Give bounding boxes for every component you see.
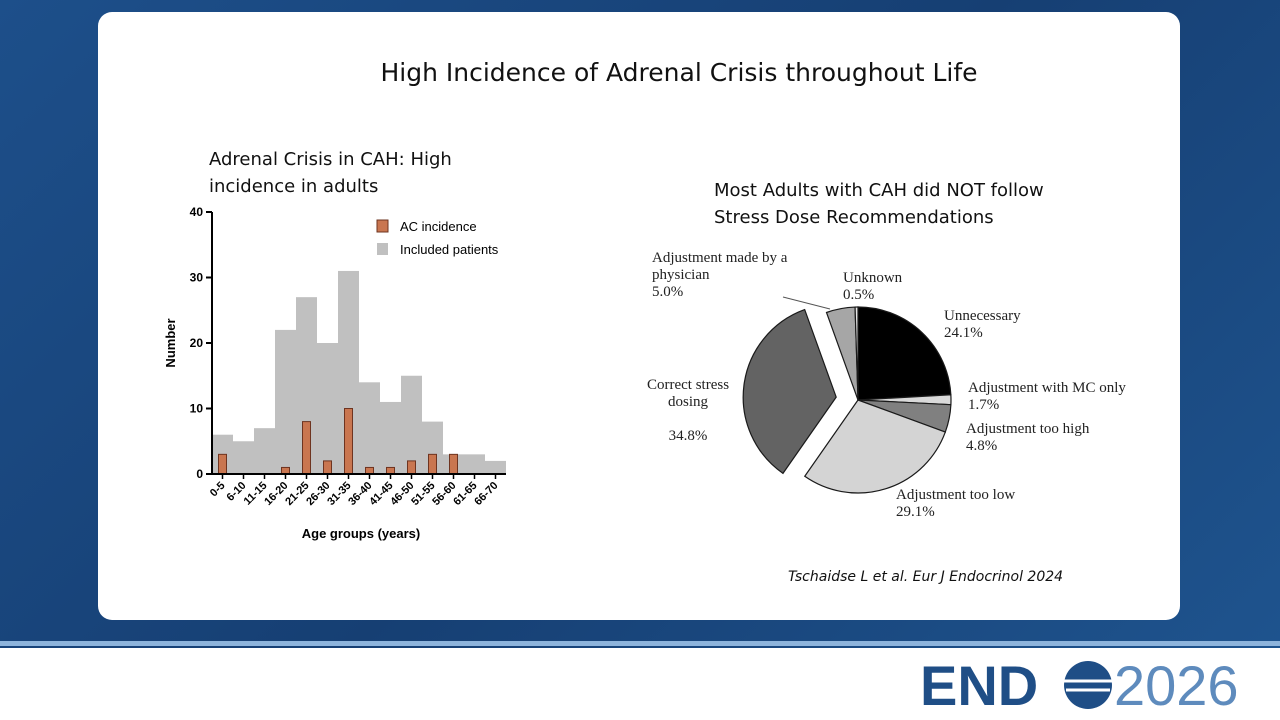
pie-value-label: 4.8% [966, 438, 998, 454]
bar-background [296, 297, 317, 474]
bar-background [338, 270, 359, 474]
bar [323, 460, 332, 475]
pie-label-group: Adjustment made by a physician 5.0% [652, 250, 792, 301]
logo-right: 2026 [1114, 654, 1239, 717]
footer-rule [0, 641, 1280, 646]
bar-background [401, 375, 422, 474]
pie-label: Correct stress dosing [646, 377, 730, 410]
chart-title: Adrenal Crisis in CAH: High incidence in… [209, 149, 452, 197]
pie-label: Unknown [843, 270, 903, 286]
legend-label: AC incidence [400, 219, 477, 234]
pie-slice [854, 306, 859, 401]
bar-background [380, 401, 401, 474]
bar-background [359, 382, 380, 474]
pie-label: Adjustment made by a physician [652, 250, 788, 283]
pie-slice [803, 399, 947, 494]
pie-slice [742, 308, 837, 475]
y-axis-label: Number [163, 318, 178, 367]
y-tick-label: 0 [196, 467, 203, 481]
pie-value-label: 29.1% [896, 504, 935, 520]
bar-background [422, 421, 443, 474]
bar [428, 453, 437, 475]
bar [407, 460, 416, 475]
pie-label-group: Unknown 0.5% [843, 270, 923, 304]
bar [344, 408, 353, 475]
bar-background [233, 441, 254, 474]
pie-label-group: Adjustment with MC only 1.7% [968, 380, 1148, 414]
pie-label-group: Adjustment too high 4.8% [966, 421, 1146, 455]
bar [302, 421, 311, 475]
pie-label: Adjustment too low [896, 487, 1016, 503]
bar-background [464, 454, 485, 474]
pie-value-label: 5.0% [652, 284, 684, 300]
pie-value-label: 24.1% [944, 325, 983, 341]
pie-label-group: Unnecessary 24.1% [944, 308, 1064, 342]
legend-label: Included patients [400, 242, 499, 257]
pie-value-label: 1.7% [968, 397, 1000, 413]
leader-line [782, 296, 831, 310]
pie-value-label: 34.8% [668, 428, 708, 444]
y-tick-label: 20 [190, 336, 204, 350]
pie-label: Adjustment with MC only [968, 380, 1126, 396]
y-tick-label: 40 [190, 205, 204, 219]
pie-slice [857, 306, 952, 401]
y-tick-label: 10 [190, 402, 204, 416]
legend-swatch [377, 243, 388, 255]
pie-label-group: Correct stress dosing 34.8% [636, 377, 740, 445]
logo-globe [1064, 661, 1112, 709]
y-tick-label: 30 [190, 271, 204, 285]
x-axis-label: Age groups (years) [302, 526, 420, 541]
chart-title: Most Adults with CAH did NOT follow Stre… [714, 180, 1044, 228]
bar [449, 453, 458, 475]
slide-title: High Incidence of Adrenal Crisis through… [380, 58, 978, 87]
legend-swatch [376, 219, 389, 233]
pie-label: Unnecessary [944, 308, 1021, 324]
pie-value-label: 0.5% [843, 287, 875, 303]
logo-left: END [920, 654, 1038, 717]
citation: Tschaidse L et al. Eur J Endocrinol 2024 [788, 569, 1064, 585]
bar-background [317, 343, 338, 474]
bar-background [254, 428, 275, 474]
bar-background [275, 329, 296, 474]
bar [218, 453, 227, 475]
bar-background [485, 460, 506, 474]
pie-label: Adjustment too high [966, 421, 1090, 437]
pie-label-group: Adjustment too low 29.1% [896, 487, 1056, 521]
